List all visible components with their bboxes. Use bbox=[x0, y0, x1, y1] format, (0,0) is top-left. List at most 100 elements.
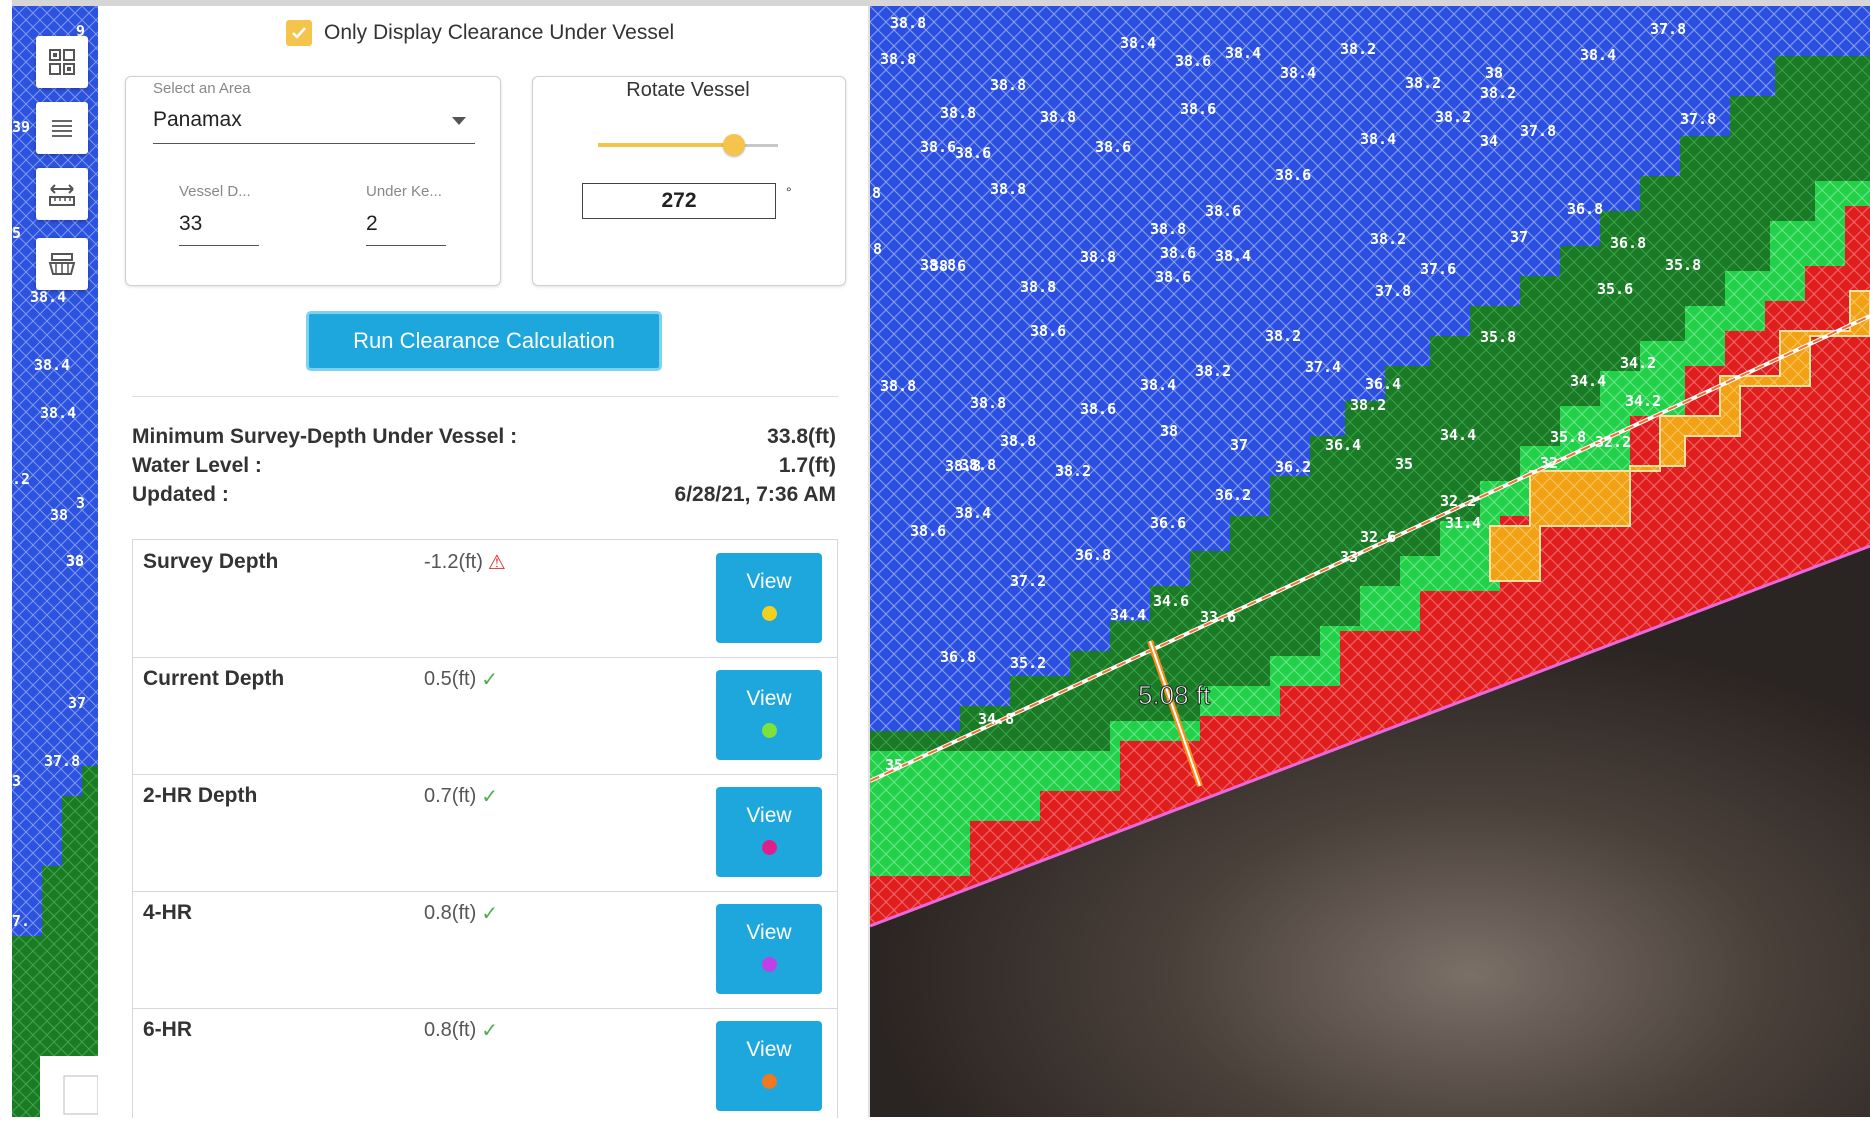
summary-value: 33.8(ft) bbox=[767, 425, 836, 448]
row-value-text: 0.8(ft) bbox=[424, 902, 477, 924]
under-keel-input[interactable]: 2 bbox=[366, 212, 378, 235]
depth-label: 38.2 bbox=[1055, 462, 1091, 480]
depth-label: 38.4 bbox=[1120, 34, 1156, 52]
view-button[interactable]: View bbox=[716, 670, 822, 760]
measure-icon[interactable] bbox=[36, 168, 88, 220]
depth-label: 36.2 bbox=[1215, 486, 1251, 504]
view-button[interactable]: View bbox=[716, 553, 822, 643]
row-value: 0.8(ft) ✓ bbox=[424, 1018, 498, 1043]
depth-label: 34.4 bbox=[1110, 606, 1146, 624]
depth-label: 38.6 bbox=[1160, 244, 1196, 262]
area-select-underline bbox=[153, 143, 475, 144]
depth-label: 38.6 bbox=[1275, 166, 1311, 184]
depth-label: 31.4 bbox=[1445, 514, 1481, 532]
dot-icon bbox=[761, 723, 777, 738]
depth-label: 3 bbox=[76, 494, 85, 512]
depth-label: 32.2 bbox=[1595, 433, 1631, 451]
summary-label: Water Level : bbox=[132, 454, 262, 477]
depth-label: 38.6 bbox=[1180, 100, 1216, 118]
depth-table: Survey Depth -1.2(ft) ⚠ View Current Dept… bbox=[132, 539, 838, 1118]
rotate-slider-thumb[interactable] bbox=[723, 134, 745, 156]
depth-label: 38.2 bbox=[1370, 230, 1406, 248]
depth-label: 38.8 bbox=[960, 456, 996, 474]
vessel-icon[interactable] bbox=[36, 238, 88, 290]
checkbox[interactable] bbox=[286, 20, 312, 46]
depth-label: 37.8 bbox=[1375, 282, 1411, 300]
depth-label: 38.8 bbox=[945, 457, 981, 475]
vessel-settings-card bbox=[125, 76, 501, 286]
clearance-map[interactable]: 38.838.838.438.6 38.4 38.238.43438.437.838… bbox=[870, 6, 1870, 1117]
dot-icon bbox=[761, 840, 777, 855]
dot-icon bbox=[761, 957, 777, 972]
view-button-label: View bbox=[746, 804, 792, 827]
depth-label: 9 bbox=[76, 22, 85, 40]
row-value: 0.5(ft) ✓ bbox=[424, 667, 498, 692]
row-value-text: -1.2(ft) bbox=[424, 551, 483, 573]
depth-label: 38.4 bbox=[1360, 130, 1396, 148]
qr-grid-icon[interactable] bbox=[36, 36, 88, 88]
rotate-input[interactable]: 272 bbox=[582, 183, 776, 219]
depth-label: 37.8 bbox=[1520, 122, 1556, 140]
depth-label: 38.6 bbox=[1095, 138, 1131, 156]
table-row: 4-HR 0.8(ft) ✓ View bbox=[133, 891, 837, 1009]
depth-label: 38.4 bbox=[30, 288, 66, 306]
run-clearance-button[interactable]: Run Clearance Calculation bbox=[306, 311, 662, 371]
depth-label: 36.4 bbox=[1325, 436, 1361, 454]
area-select[interactable]: Panamax bbox=[153, 108, 242, 131]
summary-label: Updated : bbox=[132, 483, 229, 506]
depth-label: 38.8 bbox=[990, 180, 1026, 198]
table-row: 6-HR 0.8(ft) ✓ View bbox=[133, 1008, 837, 1125]
check-icon: ✓ bbox=[481, 903, 499, 925]
depth-label: 38.8 bbox=[920, 256, 956, 274]
vessel-draft-input[interactable]: 33 bbox=[179, 212, 203, 235]
view-button-label: View bbox=[746, 1038, 792, 1061]
depth-label: 38.4 bbox=[40, 404, 76, 422]
depth-label: 38.4 bbox=[1140, 376, 1176, 394]
table-row: 2-HR Depth 0.7(ft) ✓ View bbox=[133, 774, 837, 892]
checkbox-label: Only Display Clearance Under Vessel bbox=[324, 21, 675, 44]
depth-label: 38.8 bbox=[1040, 108, 1076, 126]
depth-label: 35.8 bbox=[1480, 328, 1516, 346]
vessel-draft-underline bbox=[179, 245, 259, 246]
clearance-distance-label: 5.08 ft bbox=[1138, 680, 1211, 710]
depth-label: 38.8 bbox=[940, 104, 976, 122]
row-name: 4-HR bbox=[143, 901, 193, 924]
view-button-label: View bbox=[746, 687, 792, 710]
view-button[interactable]: View bbox=[716, 1021, 822, 1111]
depth-label: 38.6 bbox=[910, 522, 946, 540]
clearance-checkbox-row[interactable]: Only Display Clearance Under Vessel bbox=[286, 20, 674, 46]
depth-label: 34.2 bbox=[1625, 392, 1661, 410]
depth-label: 38.8 bbox=[1000, 432, 1036, 450]
view-button[interactable]: View bbox=[716, 904, 822, 994]
depth-label: 38.2 bbox=[1350, 396, 1386, 414]
depth-label: 39 bbox=[12, 118, 30, 136]
depth-label: 37 bbox=[1230, 436, 1248, 454]
depth-label: 8 bbox=[872, 184, 881, 202]
row-value: 0.8(ft) ✓ bbox=[424, 901, 498, 926]
view-button[interactable]: View bbox=[716, 787, 822, 877]
depth-label: 38.4 bbox=[1225, 44, 1261, 62]
depth-label: 8 bbox=[873, 240, 882, 258]
summary-value: 6/28/21, 7:36 AM bbox=[674, 483, 836, 506]
depth-label: 38 bbox=[1485, 64, 1503, 82]
rotate-vessel-card bbox=[532, 76, 846, 286]
depth-label: 38.8 bbox=[890, 14, 926, 32]
warning-icon: ⚠ bbox=[487, 552, 506, 574]
depth-label: 36.8 bbox=[1075, 546, 1111, 564]
depth-label: 38.8 bbox=[970, 394, 1006, 412]
row-name: Current Depth bbox=[143, 667, 285, 690]
depth-label: 35 bbox=[1395, 455, 1413, 473]
depth-label: 34.6 bbox=[1153, 592, 1189, 610]
depth-label: 36.4 bbox=[1365, 375, 1401, 393]
depth-label: 38.4 bbox=[1580, 46, 1616, 64]
row-value-text: 0.7(ft) bbox=[424, 785, 477, 807]
depth-label: 7. bbox=[12, 912, 30, 930]
view-button-label: View bbox=[746, 570, 792, 593]
depth-label: 37.8 bbox=[44, 752, 80, 770]
chevron-down-icon[interactable] bbox=[452, 117, 466, 125]
depth-label: 38.2 bbox=[1435, 108, 1471, 126]
depth-label: 38.4 bbox=[955, 504, 991, 522]
list-icon[interactable] bbox=[36, 102, 88, 154]
depth-label: 32.6 bbox=[1360, 528, 1396, 546]
depth-label: 33.6 bbox=[1200, 608, 1236, 626]
